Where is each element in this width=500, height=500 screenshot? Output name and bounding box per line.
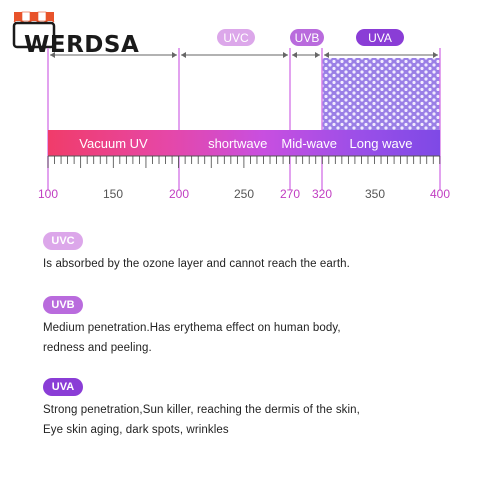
axis-tick-label: 100 [38, 187, 58, 201]
description-line: redness and peeling. [43, 342, 152, 354]
arrow-head [172, 52, 177, 58]
band-pill-label: UVB [295, 31, 320, 45]
description-line: Medium penetration.Has erythema effect o… [43, 322, 341, 334]
band-pill [356, 29, 404, 46]
axis-tick-label: 400 [430, 187, 450, 201]
uv-spectrum-diagram: UVC UVB UVA Vacuum UV shortwave Mid-wave Long … [38, 29, 450, 201]
store-awning-icon [12, 11, 56, 49]
axis-tick-label: 350 [365, 187, 385, 201]
segment-label: Long wave [350, 136, 413, 151]
arrow-head [50, 52, 55, 58]
segment-label: Vacuum UV [79, 136, 148, 151]
description-line: Is absorbed by the ozone layer and canno… [43, 258, 350, 270]
band-badge-uvb: UVB [43, 296, 83, 314]
segment-label: shortwave [208, 136, 267, 151]
band-badge-uva: UVA [43, 378, 83, 396]
segment-label: Mid-wave [281, 136, 337, 151]
uva-hex-texture [322, 58, 440, 130]
arrow-head [324, 52, 329, 58]
description-line: Strong penetration,Sun killer, reaching … [43, 404, 360, 416]
band-pill [217, 29, 255, 46]
band-badge-uvc: UVC [43, 232, 83, 250]
band-description-uvb: Medium penetration.Has erythema effect o… [43, 318, 341, 358]
arrow-head [283, 52, 288, 58]
band-pill [290, 29, 324, 46]
arrow-head [292, 52, 297, 58]
arrow-head [433, 52, 438, 58]
axis-tick-label: 150 [103, 187, 123, 201]
brand-name: WERDSA [24, 32, 140, 58]
brand-logo: WERDSA [10, 10, 155, 58]
axis-tick-label: 270 [280, 187, 300, 201]
arrow-head [181, 52, 186, 58]
description-line: Eye skin aging, dark spots, wrinkles [43, 424, 229, 436]
band-description-uvc: Is absorbed by the ozone layer and canno… [43, 254, 350, 274]
spectrum-bar [48, 130, 440, 156]
arrow-head [315, 52, 320, 58]
axis-tick-label: 320 [312, 187, 332, 201]
band-pill-label: UVA [368, 31, 392, 45]
band-description-uva: Strong penetration,Sun killer, reaching … [43, 400, 360, 440]
axis-tick-label: 200 [169, 187, 189, 201]
band-pill-label: UVC [223, 31, 249, 45]
axis-tick-label: 250 [234, 187, 254, 201]
